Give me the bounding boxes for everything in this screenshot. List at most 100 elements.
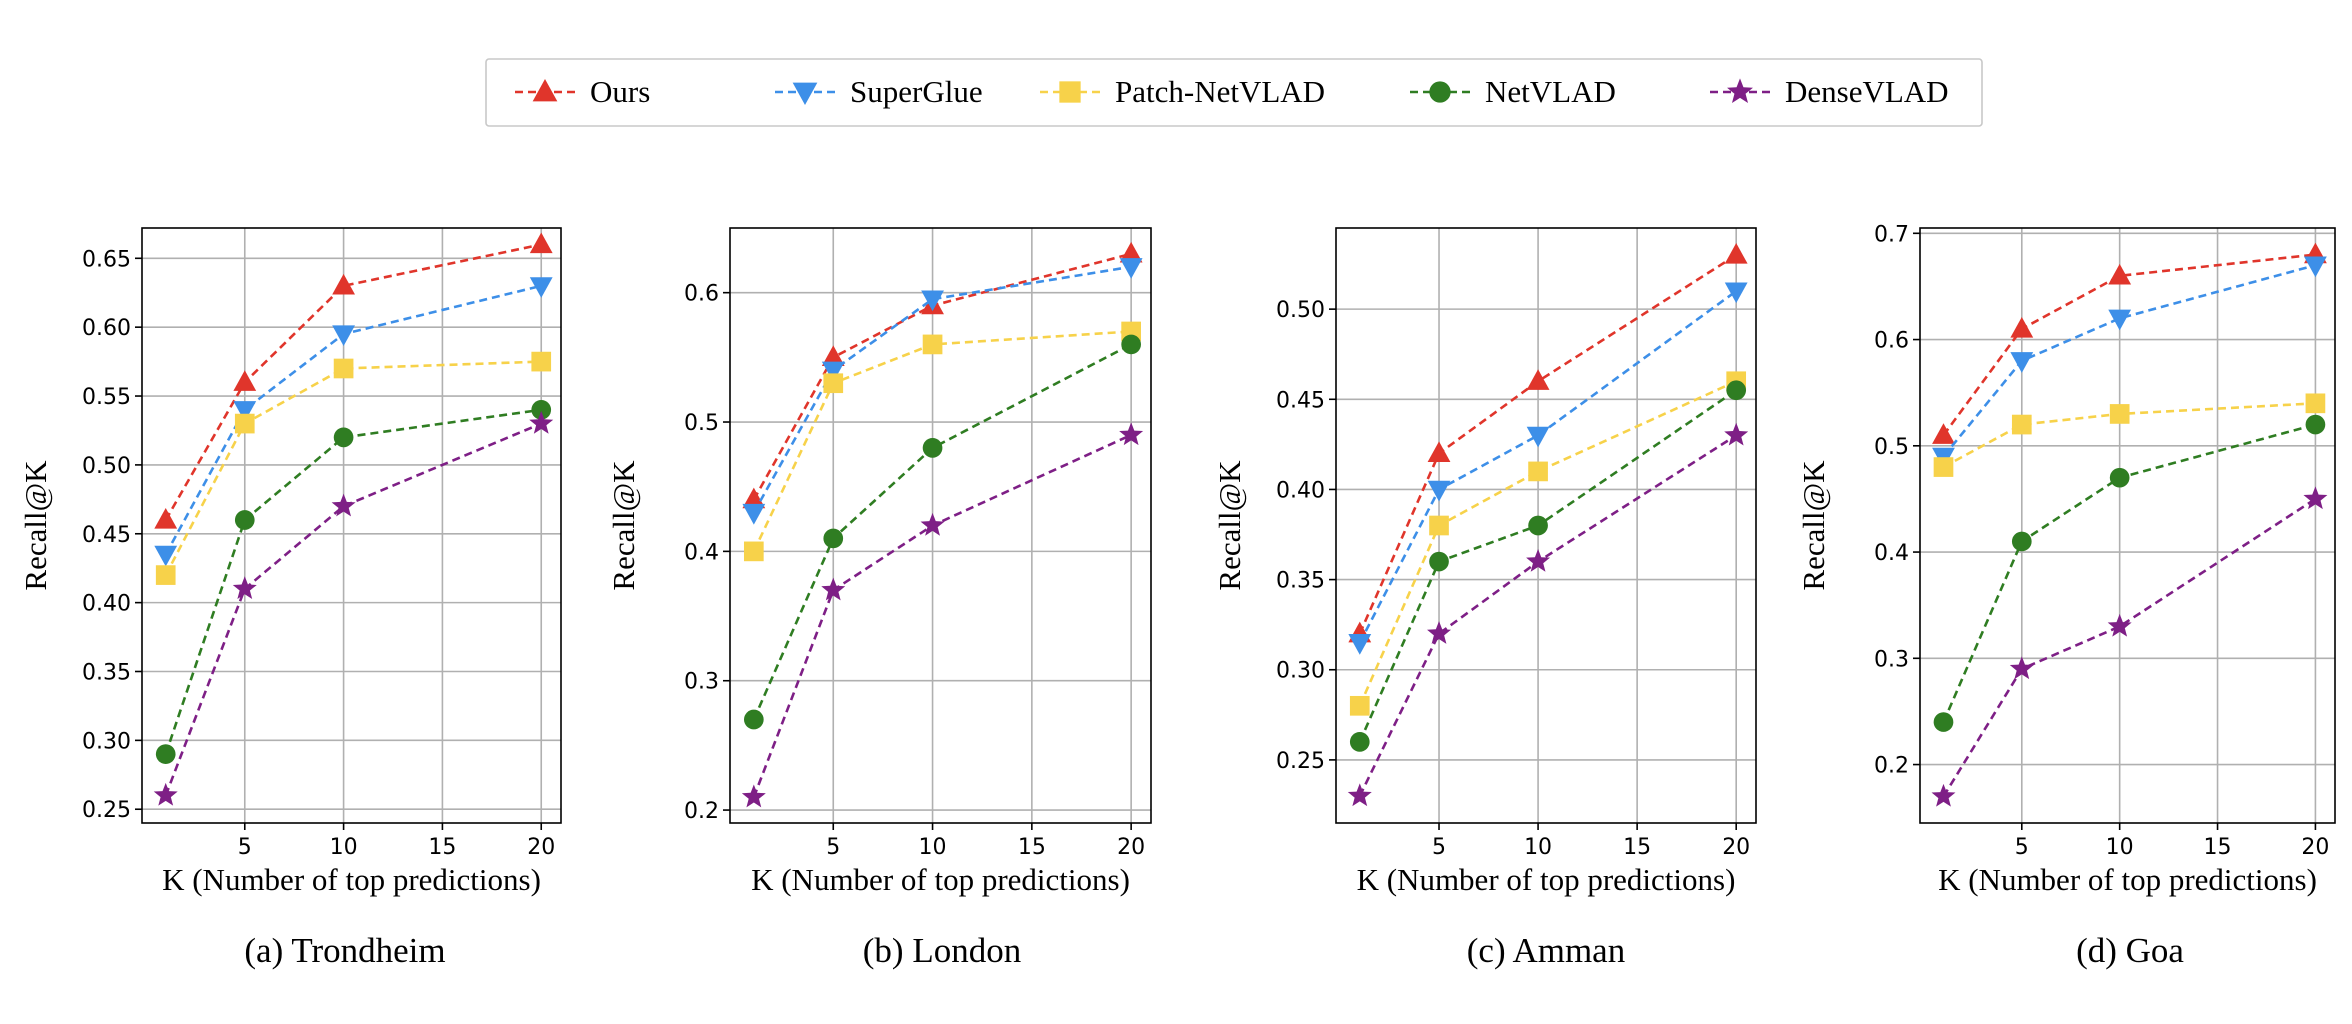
- legend-item-netvlad: NetVLAD: [1410, 74, 1616, 109]
- y-axis-label: Recall@K: [606, 460, 641, 591]
- data-point: [741, 784, 766, 808]
- x-tick-label: 10: [919, 835, 947, 860]
- legend-marker: [1727, 78, 1753, 104]
- series-line: [752, 252, 1132, 501]
- series-line: [1942, 423, 2316, 723]
- data-point: [2305, 393, 2326, 414]
- legend-item-patch-netvlad: Patch-NetVLAD: [1040, 74, 1325, 109]
- data-point: [233, 370, 257, 391]
- series-line: [164, 243, 542, 521]
- y-tick-label: 0.65: [82, 247, 131, 272]
- y-tick-label: 0.60: [82, 316, 131, 341]
- y-tick-label: 0.4: [684, 540, 719, 565]
- series-line: [164, 284, 542, 556]
- legend-label: Ours: [590, 74, 650, 109]
- data-point: [1528, 515, 1548, 536]
- data-point: [155, 744, 176, 764]
- data-point: [743, 541, 764, 562]
- y-tick-label: 0.3: [1874, 647, 1909, 672]
- plot-frame: [729, 227, 1152, 824]
- data-point: [1347, 783, 1372, 807]
- data-point: [1526, 369, 1550, 390]
- y-tick-label: 0.6: [1874, 329, 1909, 354]
- data-point: [2010, 352, 2034, 373]
- series-densevlad: [153, 410, 554, 806]
- data-point: [1932, 423, 1955, 444]
- data-point: [153, 782, 178, 806]
- y-axis-label: Recall@K: [1796, 460, 1831, 591]
- data-point: [2109, 467, 2130, 488]
- data-point: [1429, 515, 1449, 536]
- data-point: [1119, 422, 1144, 446]
- series-line: [1942, 253, 2316, 436]
- series-line: [1358, 290, 1737, 644]
- y-axis-label: Recall@K: [1212, 460, 1247, 591]
- x-tick-label: 5: [826, 835, 840, 860]
- series-line: [1942, 497, 2317, 798]
- chart-d-goa: 5 10 15 20 0.2 0.3 0.4 0.5 0.6 0.7 K (Number of to…: [1796, 222, 2336, 970]
- x-tick-label: 5: [2015, 835, 2029, 860]
- series-superglue: [154, 277, 553, 567]
- y-tick-label: 0.25: [82, 798, 131, 823]
- y-tick-label: 0.6: [684, 282, 719, 307]
- legend-frame: [485, 58, 1983, 127]
- data-point: [922, 438, 943, 458]
- y-tick-label: 0.50: [1276, 298, 1325, 323]
- y-tick-label: 0.2: [684, 799, 719, 824]
- x-tick-label: 10: [330, 835, 358, 860]
- y-tick-label: 0.25: [1276, 749, 1325, 774]
- x-axis-label: K (Number of top predictions): [1357, 862, 1736, 897]
- series-line: [1358, 389, 1737, 743]
- data-point: [529, 277, 553, 298]
- legend-marker: [1429, 81, 1451, 103]
- data-point: [2011, 531, 2032, 552]
- y-tick-label: 0.45: [82, 523, 131, 548]
- series-densevlad: [741, 422, 1144, 808]
- x-axis-label: K (Number of top predictions): [751, 862, 1130, 897]
- series-ours: [1348, 243, 1748, 643]
- x-tick-label: 5: [1432, 835, 1446, 860]
- series-patch-netvlad: [1933, 393, 2326, 477]
- data-point: [1526, 426, 1550, 448]
- data-point: [1724, 422, 1749, 446]
- data-point: [1427, 441, 1451, 463]
- y-tick-label: 0.30: [1276, 659, 1325, 684]
- data-point: [2304, 256, 2327, 278]
- legend-marker: [792, 82, 818, 105]
- series-superglue: [1348, 282, 1748, 655]
- series-line: [1358, 380, 1737, 707]
- series-patch-netvlad: [1349, 371, 1747, 716]
- data-point: [232, 576, 257, 600]
- data-point: [155, 565, 176, 585]
- data-point: [333, 427, 354, 448]
- series-line: [164, 360, 542, 576]
- y-tick-label: 0.35: [82, 660, 131, 685]
- series-line: [1942, 402, 2316, 469]
- series-line: [752, 330, 1132, 552]
- x-tick-label: 5: [238, 835, 252, 860]
- series-line: [1942, 263, 2316, 458]
- y-tick-label: 0.35: [1276, 569, 1325, 594]
- series-superglue: [742, 258, 1143, 525]
- data-point: [823, 528, 844, 549]
- x-tick-label: 20: [1117, 835, 1145, 860]
- x-tick-label: 15: [1623, 835, 1651, 860]
- data-point: [922, 334, 943, 355]
- data-point: [743, 709, 764, 730]
- data-point: [531, 351, 552, 372]
- data-point: [742, 503, 766, 525]
- legend-label: DenseVLAD: [1785, 74, 1949, 109]
- data-point: [1933, 457, 1954, 477]
- data-point: [921, 290, 944, 312]
- data-point: [529, 410, 554, 434]
- legend-marker: [1059, 81, 1081, 103]
- legend-item-ours: Ours: [515, 74, 650, 109]
- data-point: [742, 487, 766, 509]
- data-point: [1429, 551, 1449, 572]
- x-tick-label: 20: [1722, 835, 1750, 860]
- x-axis-label: K (Number of top predictions): [162, 862, 541, 897]
- chart-a-trondheim: 5 10 15 20 0.25 0.30 0.35 0.40 0.45 0.50 0.55 0.60 0…: [18, 227, 562, 970]
- data-point: [1348, 634, 1372, 655]
- data-point: [2305, 414, 2326, 435]
- data-point: [1119, 241, 1143, 263]
